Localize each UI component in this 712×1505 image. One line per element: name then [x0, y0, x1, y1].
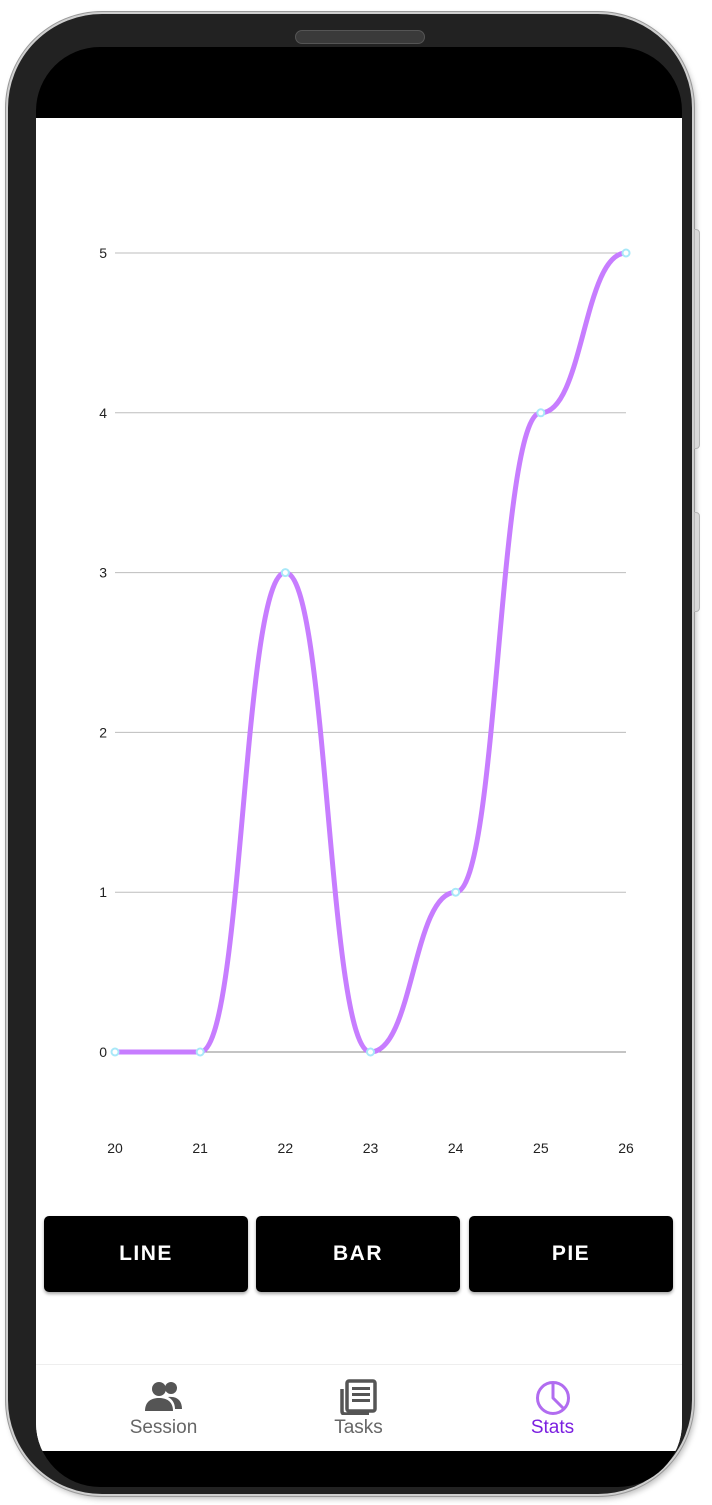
series-line — [112, 250, 629, 1055]
data-point — [280, 568, 290, 578]
bottom-navigation: Session Tasks — [36, 1364, 682, 1451]
y-tick-label: 3 — [99, 565, 107, 581]
x-tick-label: 20 — [107, 1140, 123, 1156]
x-tick-label: 23 — [363, 1140, 379, 1156]
data-point — [195, 1047, 205, 1057]
x-tick-label: 22 — [278, 1140, 294, 1156]
nav-label-stats: Stats — [530, 1417, 575, 1438]
grid-lines — [115, 252, 626, 1053]
y-tick-label: 4 — [99, 405, 107, 421]
x-tick-label: 26 — [618, 1140, 634, 1156]
nav-label-session: Session — [129, 1417, 198, 1438]
pie-button-label: PIE — [551, 1242, 591, 1265]
newspaper-icon — [339, 1379, 377, 1415]
bar-button[interactable]: BAR — [256, 1216, 460, 1292]
nav-item-session[interactable]: Session — [56, 1365, 271, 1451]
speaker-grille — [295, 30, 425, 44]
pie-chart-icon — [535, 1381, 570, 1415]
volume-button — [694, 229, 700, 449]
data-point — [366, 1047, 375, 1057]
line-button-label: LINE — [119, 1242, 173, 1265]
data-point — [451, 887, 461, 897]
data-point — [621, 248, 631, 258]
chart-type-buttons: LINE BAR PIE — [44, 1216, 674, 1294]
x-tick-label: 25 — [533, 1140, 549, 1156]
y-axis-labels: 0 1 2 3 4 5 — [99, 245, 107, 1060]
data-point — [110, 1047, 120, 1057]
people-icon — [144, 1382, 182, 1411]
x-tick-label: 24 — [448, 1140, 464, 1156]
nav-item-tasks[interactable]: Tasks — [251, 1365, 466, 1451]
data-points — [110, 248, 631, 1057]
nav-item-stats[interactable]: Stats — [445, 1365, 660, 1451]
pie-button[interactable]: PIE — [469, 1216, 673, 1292]
y-tick-label: 0 — [99, 1044, 107, 1060]
bar-button-label: BAR — [333, 1242, 383, 1265]
power-button — [694, 512, 700, 612]
data-point — [536, 408, 546, 418]
x-tick-label: 21 — [192, 1140, 208, 1156]
y-tick-label: 2 — [99, 724, 107, 740]
nav-label-tasks: Tasks — [334, 1417, 383, 1438]
y-tick-label: 1 — [99, 884, 107, 900]
line-button[interactable]: LINE — [44, 1216, 248, 1292]
y-tick-label: 5 — [99, 245, 107, 261]
x-axis-labels: 20 21 22 23 24 25 26 — [107, 1140, 634, 1156]
